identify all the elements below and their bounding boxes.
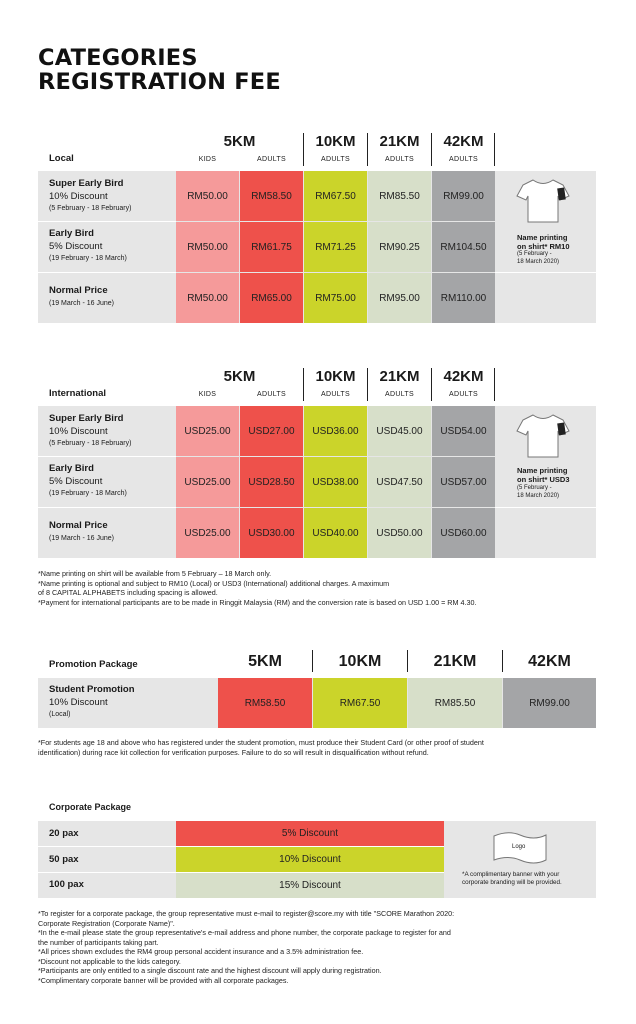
price-cell: RM61.75 <box>240 222 303 272</box>
price-cell: USD25.00 <box>176 508 239 558</box>
price-cell: USD28.50 <box>240 457 303 507</box>
price-cell: USD60.00 <box>432 508 495 558</box>
promotion-label: Promotion Package <box>49 659 138 670</box>
logo-label: Logo <box>512 844 526 850</box>
sub-kids: KIDS <box>198 156 217 163</box>
header-21km: 21KM <box>379 133 420 150</box>
price-cell: USD54.00 <box>432 406 495 456</box>
sub-adults: ADULTS <box>257 156 286 163</box>
sub-adults: ADULTS <box>321 156 350 163</box>
shirt-note: Name printing on shirt* RM10 <box>517 233 570 251</box>
sub-adults: ADULTS <box>449 391 478 398</box>
discount-cell: 15% Discount <box>176 873 444 898</box>
sub-adults: ADULTS <box>385 391 414 398</box>
price-cell: RM75.00 <box>304 273 367 323</box>
shirt-dates: (5 February - 18 March 2020) <box>517 485 560 499</box>
sub-adults: ADULTS <box>257 391 286 398</box>
sub-adults: ADULTS <box>321 391 350 398</box>
corporate-row-20: 20 pax <box>49 828 79 839</box>
header-21km: 21KM <box>433 653 477 670</box>
price-cell: RM104.50 <box>432 222 495 272</box>
title-line-1: CATEGORIES <box>38 45 198 71</box>
local-row-super-early: Super Early Bird 10% Discount (5 Februar… <box>49 178 132 212</box>
price-cell: RM85.50 <box>408 678 502 728</box>
price-cell: USD57.00 <box>432 457 495 507</box>
notes-corporate: *To register for a corporate package, th… <box>38 909 455 985</box>
price-cell: USD25.00 <box>176 457 239 507</box>
price-cell: USD27.00 <box>240 406 303 456</box>
price-cell: RM95.00 <box>368 273 431 323</box>
corporate-label: Corporate Package <box>49 802 132 812</box>
intl-row-early: Early Bird 5% Discount (19 February - 18… <box>49 463 127 497</box>
price-cell: RM99.00 <box>432 171 495 221</box>
notes-student: *For students age 18 and above who has r… <box>38 738 484 757</box>
price-cell: RM58.50 <box>240 171 303 221</box>
local-row-normal: Normal Price (19 March - 16 June) <box>49 285 114 307</box>
intl-row-super-early: Super Early Bird 10% Discount (5 Februar… <box>49 413 132 447</box>
price-cell: USD47.50 <box>368 457 431 507</box>
price-cell: RM85.50 <box>368 171 431 221</box>
header-5km: 5KM <box>223 133 256 150</box>
price-cell: USD30.00 <box>240 508 303 558</box>
price-cell: RM65.00 <box>240 273 303 323</box>
local-label: Local <box>49 153 74 164</box>
corporate-row-100: 100 pax <box>49 879 84 890</box>
price-cell: RM50.00 <box>176 222 239 272</box>
price-cell: USD25.00 <box>176 406 239 456</box>
price-cell: USD50.00 <box>368 508 431 558</box>
header-42km: 42KM <box>528 653 571 670</box>
banner-note: *A complimentary banner with your corpor… <box>462 871 562 886</box>
shirt-dates: (5 February - 18 March 2020) <box>517 251 560 265</box>
title-line-2: REGISTRATION FEE <box>38 69 281 95</box>
sub-adults: ADULTS <box>385 156 414 163</box>
header-5km: 5KM <box>223 368 256 385</box>
price-cell: RM67.50 <box>313 678 407 728</box>
tshirt-icon <box>515 411 571 466</box>
price-cell: RM99.00 <box>503 678 596 728</box>
tshirt-icon <box>515 176 571 231</box>
price-cell: USD38.00 <box>304 457 367 507</box>
discount-cell: 10% Discount <box>176 847 444 872</box>
price-cell: USD36.00 <box>304 406 367 456</box>
price-cell: RM50.00 <box>176 171 239 221</box>
header-10km: 10KM <box>315 133 356 150</box>
header-21km: 21KM <box>379 368 420 385</box>
discount-cell: 5% Discount <box>176 821 444 846</box>
header-42km: 42KM <box>443 368 484 385</box>
header-10km: 10KM <box>338 653 382 670</box>
banner-flag-icon <box>490 830 550 871</box>
price-cell: RM50.00 <box>176 273 239 323</box>
page-title: CATEGORIES REGISTRATION FEE <box>38 46 281 94</box>
price-cell: RM67.50 <box>304 171 367 221</box>
shirt-note: Name printing on shirt* USD3 <box>517 466 570 484</box>
header-5km: 5KM <box>248 653 282 670</box>
local-row-early: Early Bird 5% Discount (19 February - 18… <box>49 228 127 262</box>
international-label: International <box>49 388 107 399</box>
student-promotion-row: Student Promotion 10% Discount (Local) <box>49 684 135 718</box>
price-cell: RM71.25 <box>304 222 367 272</box>
sub-kids: KIDS <box>198 391 217 398</box>
price-cell: RM110.00 <box>432 273 495 323</box>
intl-row-normal: Normal Price (19 March - 16 June) <box>49 520 114 542</box>
price-cell: RM90.25 <box>368 222 431 272</box>
notes-shirt-payment: *Name printing on shirt will be availabl… <box>38 569 477 607</box>
price-cell: USD45.00 <box>368 406 431 456</box>
price-cell: RM58.50 <box>218 678 312 728</box>
corporate-row-50: 50 pax <box>49 854 79 865</box>
sub-adults: ADULTS <box>449 156 478 163</box>
header-10km: 10KM <box>315 368 356 385</box>
header-42km: 42KM <box>443 133 484 150</box>
price-cell: USD40.00 <box>304 508 367 558</box>
